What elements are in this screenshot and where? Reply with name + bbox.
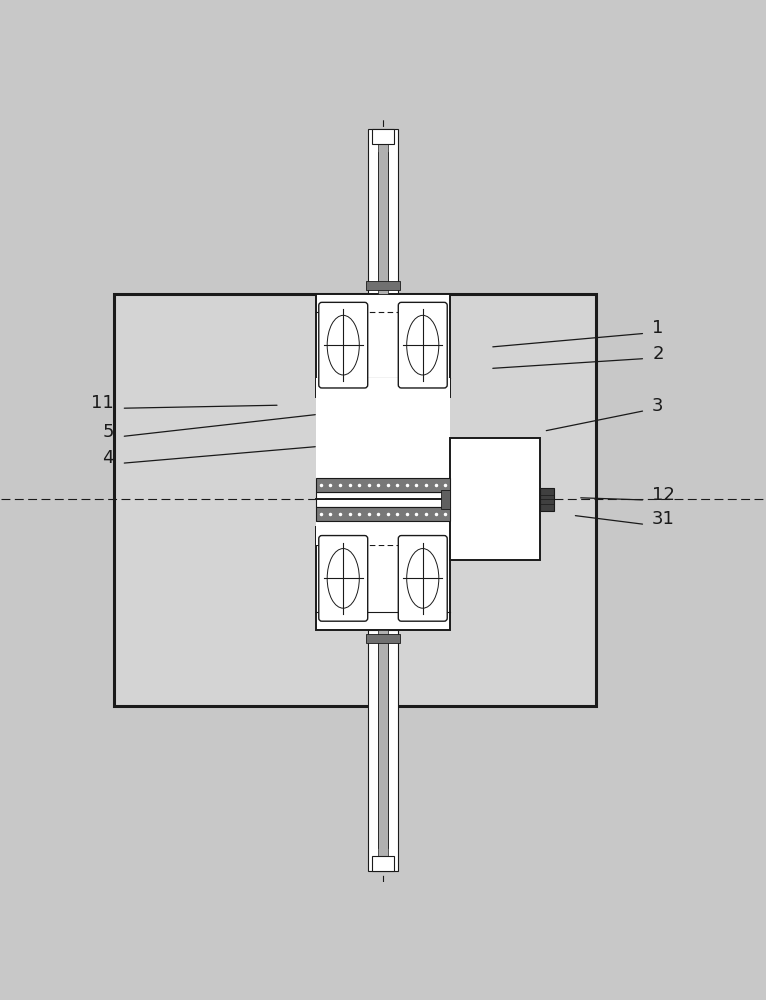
Text: 1: 1 — [652, 319, 663, 337]
Bar — [316, 507, 450, 521]
Text: 4: 4 — [103, 449, 114, 467]
Bar — [366, 634, 400, 643]
Bar — [366, 281, 400, 290]
Bar — [316, 492, 450, 507]
Text: 12: 12 — [652, 486, 675, 504]
Bar — [368, 630, 398, 871]
Bar — [316, 378, 450, 492]
Text: 2: 2 — [652, 345, 663, 363]
Bar — [316, 478, 450, 492]
FancyBboxPatch shape — [319, 302, 368, 388]
FancyBboxPatch shape — [398, 302, 447, 388]
Bar — [378, 630, 388, 871]
Bar — [440, 490, 450, 509]
Bar — [316, 507, 450, 545]
Bar — [316, 294, 450, 397]
FancyBboxPatch shape — [319, 536, 368, 621]
Bar — [450, 438, 540, 560]
FancyBboxPatch shape — [398, 536, 447, 621]
Bar — [368, 129, 398, 294]
Text: 3: 3 — [652, 397, 663, 415]
Text: 5: 5 — [103, 423, 114, 441]
Text: 31: 31 — [652, 510, 675, 528]
Text: 11: 11 — [91, 394, 114, 412]
Bar — [372, 129, 394, 144]
Bar — [316, 527, 450, 630]
Bar — [372, 856, 394, 871]
Bar — [378, 129, 388, 294]
Bar — [540, 488, 554, 511]
Bar — [114, 294, 595, 706]
